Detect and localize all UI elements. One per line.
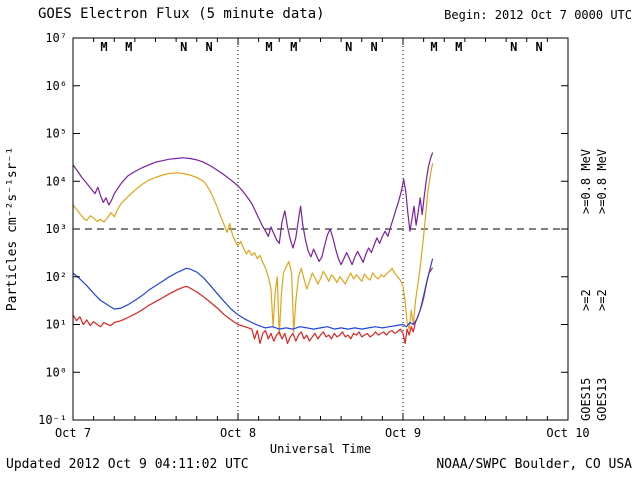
- series-goes15-2-mev: [72, 258, 434, 330]
- series-goes13-2-mev: [72, 267, 434, 345]
- satellite-marker-m: M: [455, 40, 462, 54]
- begin-timestamp: Begin: 2012 Oct 7 0000 UTC: [444, 8, 632, 22]
- updated-timestamp: Updated 2012 Oct 9 04:11:02 UTC: [6, 457, 249, 472]
- satellite-marker-n: N: [371, 40, 378, 54]
- y-tick-label: 10⁴: [45, 174, 67, 188]
- y-tick-label: 10⁷: [45, 31, 67, 45]
- y-axis-label: Particles cm⁻²s⁻¹sr⁻¹: [5, 147, 20, 311]
- y-tick-label: 10¹: [45, 318, 67, 332]
- x-tick-label: Oct 8: [220, 426, 256, 440]
- y-tick-label: 10³: [45, 222, 67, 236]
- legend-ge08-label: >=0.8 MeV: [579, 149, 593, 214]
- series-goes13-0-8-mev: [72, 162, 434, 336]
- satellite-marker-m: M: [430, 40, 437, 54]
- x-tick-label: Oct 7: [55, 426, 91, 440]
- y-tick-label: 10⁵: [45, 127, 67, 141]
- x-axis-label: Universal Time: [270, 442, 371, 456]
- satellite-marker-m: M: [100, 40, 107, 54]
- satellite-marker-m: M: [290, 40, 297, 54]
- x-tick-label: Oct 9: [385, 426, 421, 440]
- series-goes15-0-8-mev: [72, 152, 434, 266]
- satellite-marker-n: N: [206, 40, 213, 54]
- y-tick-label: 10⁰: [45, 365, 67, 379]
- x-tick-label: Oct 10: [546, 426, 589, 440]
- satellite-marker-m: M: [265, 40, 272, 54]
- y-tick-label: 10⁶: [45, 79, 67, 93]
- satellite-marker-n: N: [180, 40, 187, 54]
- legend-ge08-label: >=0.8 MeV: [595, 149, 609, 214]
- legend-ge2-label: >=2: [579, 289, 593, 311]
- satellite-marker-m: M: [125, 40, 132, 54]
- source-attribution: NOAA/SWPC Boulder, CO USA: [436, 457, 632, 472]
- chart-title: GOES Electron Flux (5 minute data): [38, 6, 325, 22]
- satellite-marker-n: N: [345, 40, 352, 54]
- satellite-marker-n: N: [536, 40, 543, 54]
- legend-satellite-name: GOES13: [595, 378, 609, 421]
- y-tick-label: 10²: [45, 270, 67, 284]
- satellite-marker-n: N: [510, 40, 517, 54]
- legend-satellite-name: GOES15: [579, 378, 593, 421]
- legend-ge2-label: >=2: [595, 289, 609, 311]
- y-tick-label: 10⁻¹: [38, 413, 67, 427]
